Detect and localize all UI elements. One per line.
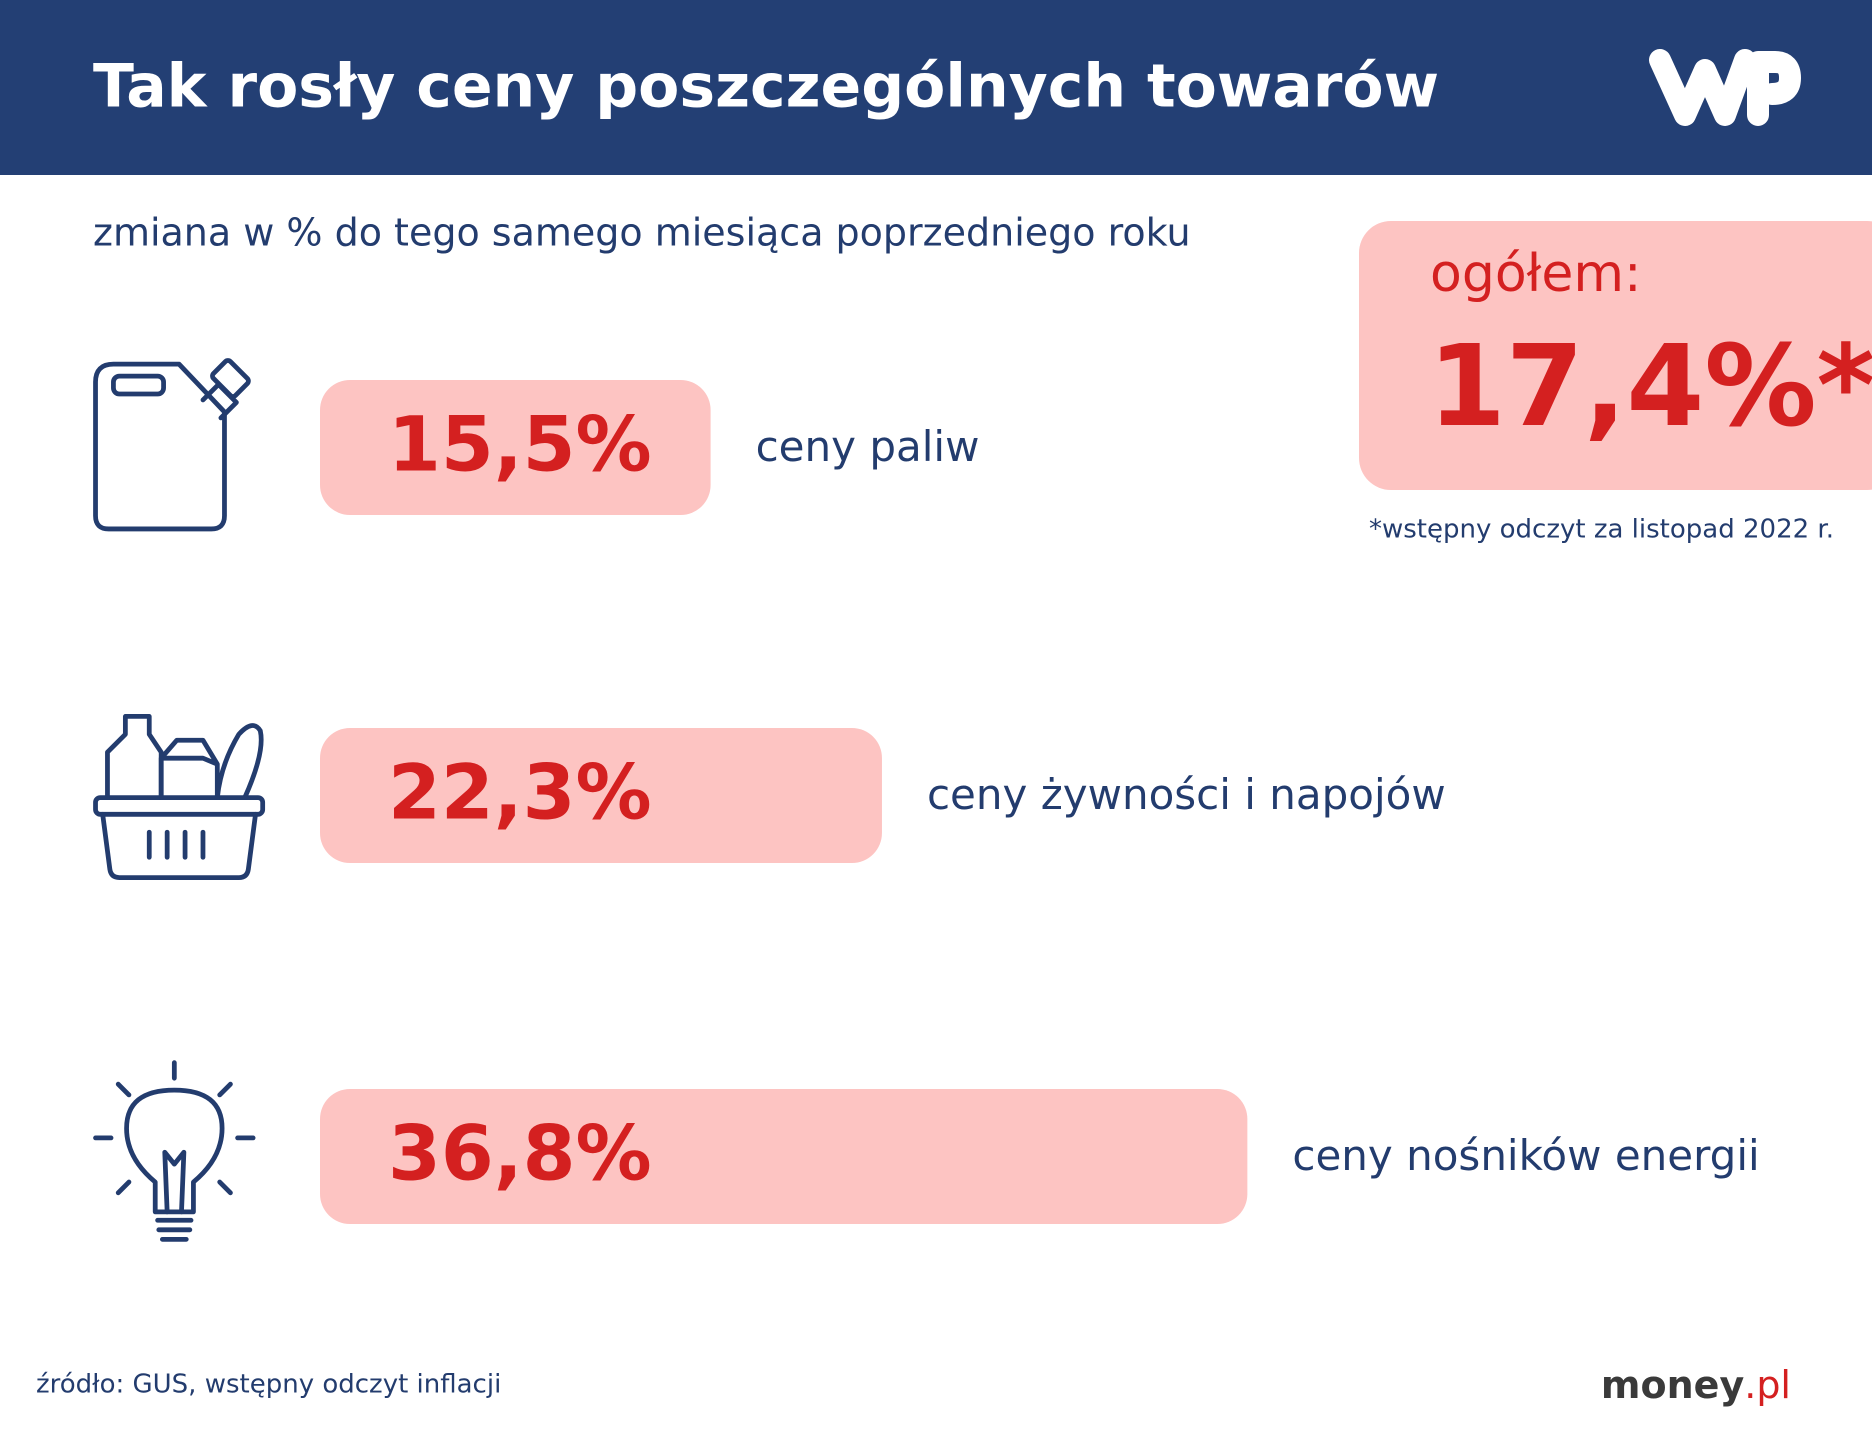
- total-value: 17,4%*: [1428, 322, 1872, 452]
- subtitle: zmiana w % do tego samego miesiąca poprz…: [93, 211, 1191, 255]
- brand-name: money: [1601, 1363, 1745, 1407]
- bulb-icon: [93, 1060, 256, 1242]
- basket-icon: [93, 714, 266, 880]
- brand-domain: .pl: [1744, 1363, 1791, 1407]
- value-label: 22,3%: [388, 747, 652, 836]
- header: [0, 0, 1872, 175]
- source: źródło: GUS, wstępny odczyt inflacji: [36, 1370, 501, 1400]
- category-label: ceny paliw: [756, 422, 980, 471]
- wp-logo: [1649, 49, 1801, 126]
- bar: [320, 1089, 1248, 1224]
- icons: [93, 358, 266, 1242]
- total-box: [1359, 221, 1872, 490]
- category-label: ceny nośników energii: [1292, 1131, 1759, 1180]
- chart-title: Tak rosły ceny poszczególnych towarów: [93, 52, 1439, 122]
- bar: [320, 728, 882, 863]
- value-label: 15,5%: [388, 399, 652, 488]
- value-label: 36,8%: [388, 1108, 652, 1197]
- fuel-can-icon: [93, 358, 251, 532]
- bar: [320, 380, 711, 515]
- category-label: ceny żywności i napojów: [927, 770, 1446, 819]
- footnote: *wstępny odczyt za listopad 2022 r.: [1369, 515, 1834, 545]
- total-label: ogółem:: [1430, 244, 1642, 304]
- brand: money.pl: [1601, 1363, 1791, 1407]
